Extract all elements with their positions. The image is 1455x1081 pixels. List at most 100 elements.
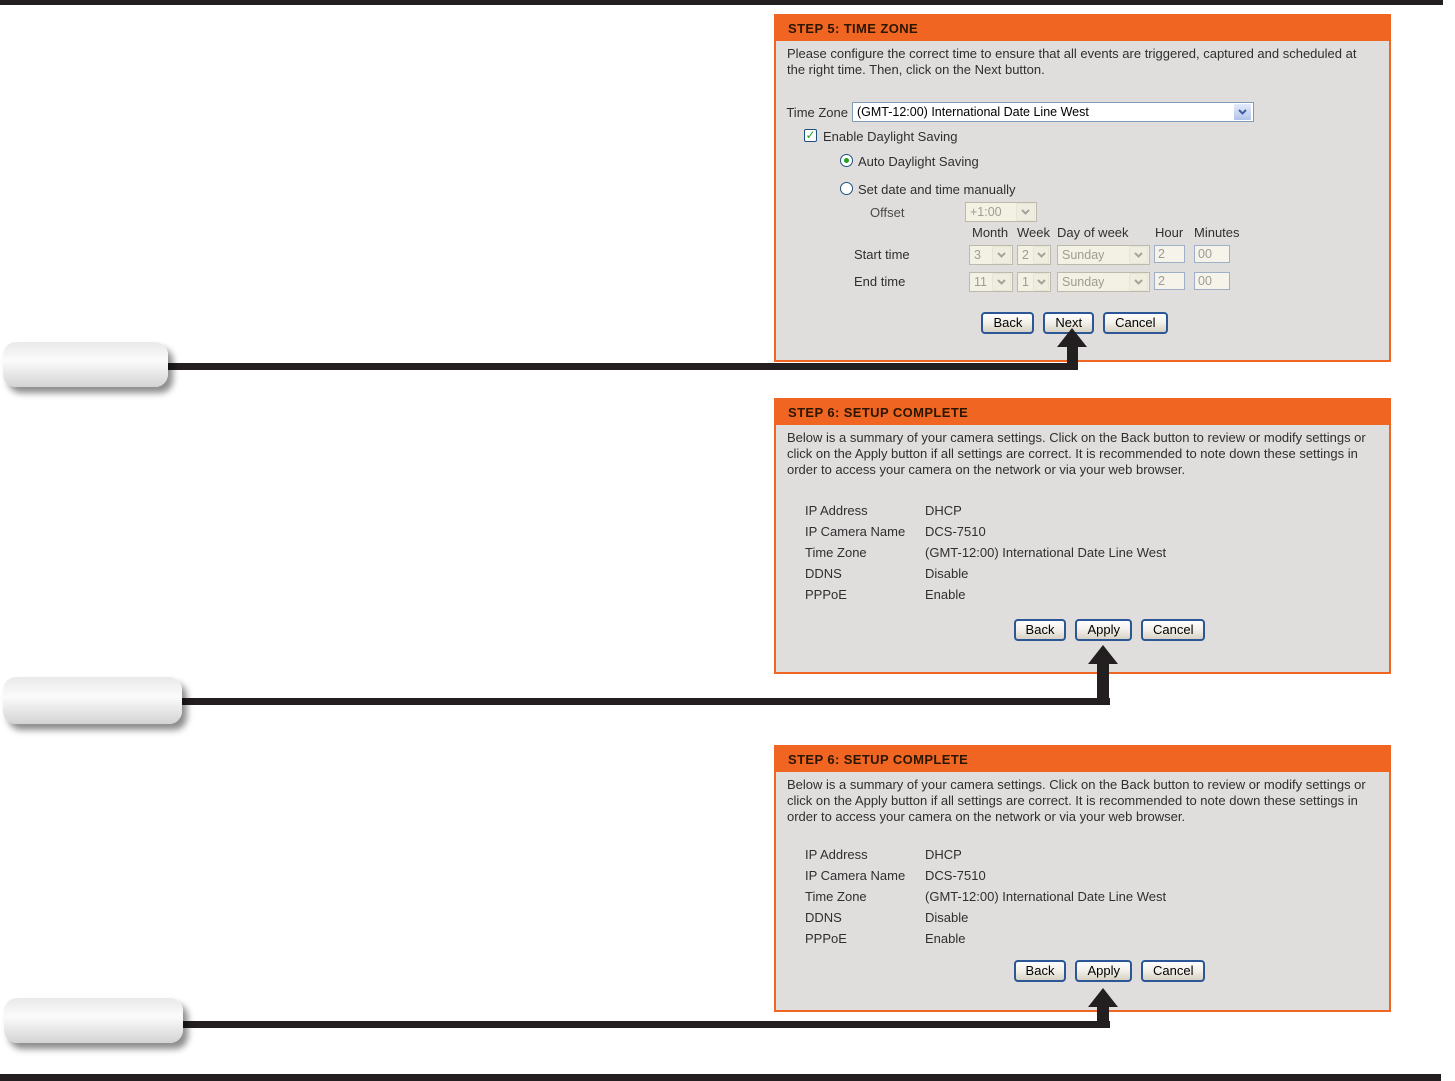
start-week-value: 2 [1022,248,1029,262]
chevron-down-icon [1129,246,1148,264]
start-time-row: Start time 3 2 Sunday [776,245,1389,265]
start-hour-input [1154,245,1185,263]
chevron-down-icon [1033,246,1049,264]
auto-daylight-radio[interactable] [840,154,853,167]
arrow-head-2 [1088,645,1118,664]
time-zone-label: Time Zone [786,105,848,120]
summary-label: Time Zone [805,545,867,560]
summary-label: DDNS [805,566,842,581]
cancel-button[interactable]: Cancel [1140,960,1206,982]
page-top-rule [0,0,1443,5]
summary-label: IP Camera Name [805,868,906,883]
arrow-riser-3 [1097,1006,1109,1028]
end-hour-input [1154,272,1185,290]
step6-first-header: STEP 6: SETUP COMPLETE [776,400,1389,425]
back-button[interactable]: Back [981,312,1035,334]
end-minutes-input [1194,272,1230,290]
step6-second-title: STEP 6: SETUP COMPLETE [788,752,969,767]
end-time-row: End time 11 1 Sunday [776,272,1389,292]
summary-label: PPPoE [805,931,847,946]
summary-value: DCS-7510 [925,868,986,883]
chevron-down-icon [1233,103,1252,121]
callout-box-1 [3,342,168,387]
step6-second-intro: Below is a summary of your camera settin… [787,777,1366,824]
step6-first-body: Below is a summary of your camera settin… [776,425,1389,672]
step5-intro: Please configure the correct time to ens… [787,46,1357,77]
column-day-of-week: Day of week [1057,225,1129,240]
time-zone-selected-value: (GMT-12:00) International Date Line West [857,105,1089,119]
apply-button[interactable]: Apply [1075,619,1132,641]
start-day-select: Sunday [1057,245,1150,265]
offset-label: Offset [870,205,905,220]
start-month-value: 3 [974,248,981,262]
dst-column-headers: Month Week Day of week Hour Minutes [776,225,1389,240]
start-week-select: 2 [1017,245,1051,265]
arrow-head-1 [1057,328,1087,347]
summary-value: DHCP [925,847,962,862]
summary-label: IP Address [805,847,868,862]
apply-button[interactable]: Apply [1075,960,1132,982]
summary-value: (GMT-12:00) International Date Line West [925,889,1167,904]
summary-label: Time Zone [805,889,867,904]
end-week-select: 1 [1017,272,1051,292]
end-month-value: 11 [974,275,987,289]
step5-title: STEP 5: TIME ZONE [788,21,919,36]
summary-value: Enable [925,587,966,602]
offset-selected-value: +1:00 [970,205,1002,219]
arrow-riser-1 [1067,345,1078,370]
summary-value: Disable [925,566,969,581]
check-icon: ✓ [805,127,816,142]
arrow-head-3 [1088,988,1118,1007]
enable-daylight-checkbox[interactable]: ✓ [804,129,817,142]
end-week-value: 1 [1022,275,1029,289]
manual-datetime-radio[interactable] [840,182,853,195]
summary-value: Disable [925,910,969,925]
back-button[interactable]: Back [1013,619,1067,641]
column-week: Week [1017,225,1050,240]
step6-first-button-row: Back Apply Cancel [803,619,1416,641]
start-day-value: Sunday [1062,248,1105,262]
callout-box-3 [4,998,183,1043]
back-button[interactable]: Back [1013,960,1067,982]
offset-select: +1:00 [965,202,1037,222]
summary-value: DHCP [925,503,962,518]
summary-label: IP Address [805,503,868,518]
chevron-down-icon [1033,273,1049,291]
end-month-select: 11 [969,272,1013,292]
arrow-riser-2 [1097,663,1109,705]
radio-dot [844,158,849,163]
chevron-down-icon [1129,273,1148,291]
page-bottom-rule [0,1074,1441,1081]
summary-label: PPPoE [805,587,847,602]
summary-value: (GMT-12:00) International Date Line West [925,545,1167,560]
cancel-button[interactable]: Cancel [1103,312,1168,334]
step5-body: Please configure the correct time to ens… [776,41,1389,360]
time-zone-select[interactable]: (GMT-12:00) International Date Line West [852,102,1254,122]
column-hour: Hour [1155,225,1184,240]
start-time-label: Start time [854,247,910,262]
end-day-value: Sunday [1062,275,1105,289]
start-month-select: 3 [969,245,1013,265]
summary-label: DDNS [805,910,842,925]
chevron-down-icon [992,273,1011,291]
start-minutes-input [1194,245,1230,263]
step6-second-header: STEP 6: SETUP COMPLETE [776,747,1389,772]
step6-first-title: STEP 6: SETUP COMPLETE [788,405,969,420]
arrow-line-2 [175,698,1110,705]
manual-datetime-label: Set date and time manually [858,182,1016,197]
step6-panel-first: STEP 6: SETUP COMPLETE Below is a summar… [774,398,1391,674]
callout-box-2 [3,677,182,724]
auto-daylight-label: Auto Daylight Saving [858,154,979,169]
step6-first-intro: Below is a summary of your camera settin… [787,430,1366,477]
chevron-down-icon [1016,203,1035,221]
enable-daylight-label: Enable Daylight Saving [823,129,958,144]
cancel-button[interactable]: Cancel [1140,619,1206,641]
chevron-down-icon [992,246,1011,264]
step6-panel-second: STEP 6: SETUP COMPLETE Below is a summar… [774,745,1391,1012]
summary-value: DCS-7510 [925,524,986,539]
arrow-line-3 [176,1021,1110,1028]
end-day-select: Sunday [1057,272,1150,292]
step6-second-button-row: Back Apply Cancel [803,960,1416,982]
end-time-label: End time [854,274,906,289]
